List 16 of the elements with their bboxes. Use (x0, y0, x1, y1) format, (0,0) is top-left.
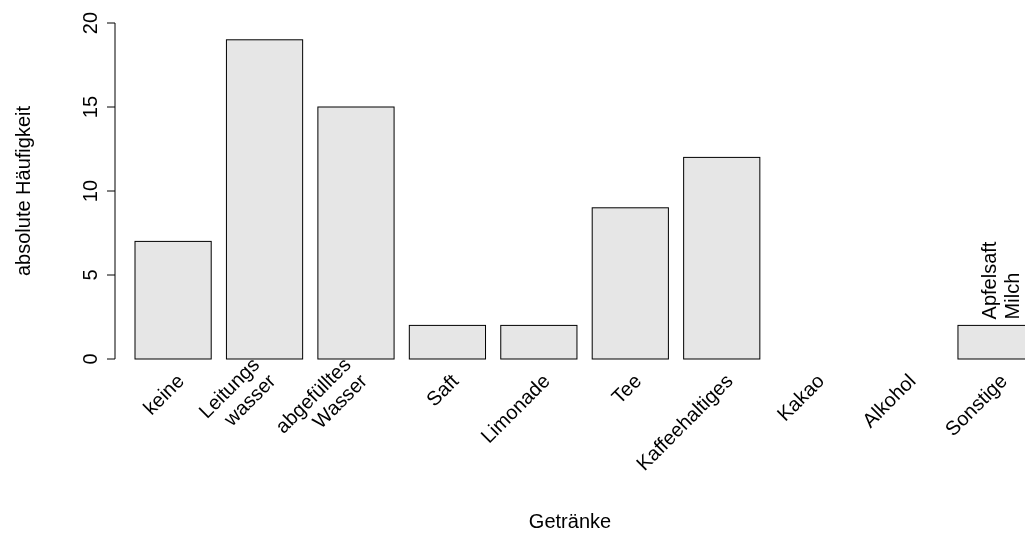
bar (317, 106, 395, 360)
x-axis-title: Getränke (528, 510, 612, 532)
y-tick-label: 20 (79, 11, 101, 35)
x-tick-label: Saft (421, 369, 463, 411)
y-tick-label: 5 (79, 269, 101, 281)
bar (591, 207, 669, 360)
y-tick-label: 15 (79, 95, 101, 119)
annotation: Apfelsaft Milch (978, 241, 1024, 320)
bar (225, 39, 304, 360)
y-tick-label: 0 (79, 353, 101, 365)
y-axis-title: absolute Häufigkeit (12, 105, 34, 277)
bar (134, 240, 212, 360)
bar (408, 324, 487, 360)
bar (683, 156, 761, 360)
y-tick-label: 10 (79, 179, 101, 203)
bar (500, 324, 578, 360)
